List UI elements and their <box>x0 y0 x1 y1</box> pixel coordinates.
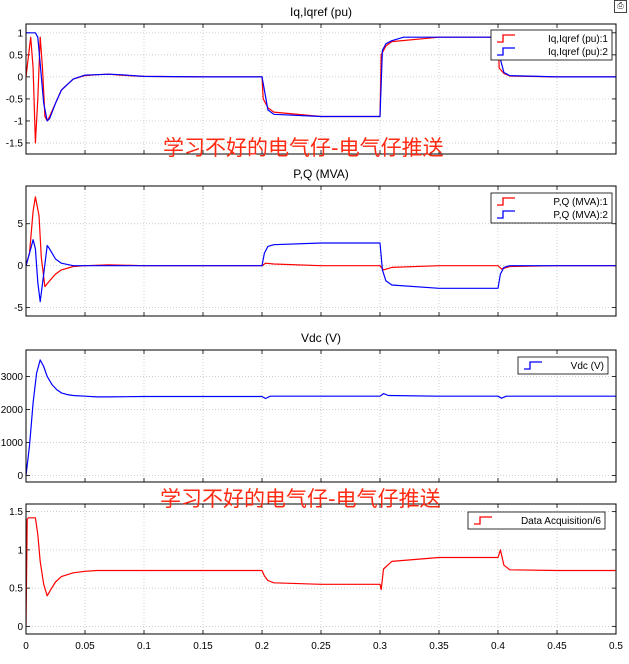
x-tick-label: 0.35 <box>429 641 449 652</box>
legend-box <box>517 356 609 375</box>
legend-swatch <box>524 361 542 370</box>
legend-label: P,Q (MVA):1 <box>553 197 608 208</box>
x-tick-label: 0.25 <box>311 641 331 652</box>
x-tick-label: 0.45 <box>547 641 567 652</box>
legend: P,Q (MVA):1 P,Q (MVA):2 <box>490 192 613 224</box>
legend: Data Acquisition/6 <box>467 511 606 530</box>
legend-box <box>467 511 606 530</box>
y-tick-label: 0 <box>17 261 23 272</box>
legend-label: Iq,Iqref (pu):2 <box>548 47 608 58</box>
y-tick-label: 1.5 <box>9 507 23 518</box>
x-tick-label: 0.4 <box>491 641 505 652</box>
y-tick-label: 2000 <box>1 405 24 416</box>
chart-panel-3: 0 1000 2000 3000 Vdc (V) Vdc (V) <box>1 331 617 483</box>
legend-swatch <box>497 47 515 56</box>
y-tick-label: 3000 <box>1 372 24 383</box>
y-tick-label: 0.5 <box>9 50 23 61</box>
y-tick-label: -1 <box>14 116 23 127</box>
axes-frame <box>25 349 617 483</box>
y-tick-label: 1 <box>17 28 23 39</box>
series-line-1 <box>26 359 616 476</box>
chart-panel-1: -1.5 -1 -0.5 0 0.5 1 Iq,Iqref (pu) Iq,Iqref (pu… <box>6 5 617 155</box>
legend-label: Vdc (V) <box>571 361 604 372</box>
chart-panel-4: 0 0.5 1 1.5 Data Acquisition/6 0 0.05 0.1 0.15 0.… <box>9 503 623 652</box>
legend-swatch <box>497 210 515 219</box>
x-tick-label: 0.15 <box>193 641 213 652</box>
legend-swatch <box>474 516 492 525</box>
axes-frame <box>25 23 617 155</box>
chart-title: Vdc (V) <box>301 331 341 345</box>
y-tick-label: 0 <box>17 622 23 633</box>
chart-title: P,Q (MVA) <box>293 167 349 181</box>
legend: Iq,Iqref (pu):1 Iq,Iqref (pu):2 <box>490 29 613 61</box>
legend-label: Iq,Iqref (pu):1 <box>548 34 608 45</box>
y-tick-label: 0.5 <box>9 584 23 595</box>
y-tick-label: 1 <box>17 545 23 556</box>
y-tick-label: 5 <box>17 219 23 230</box>
print-icon[interactable]: ⎙ <box>614 0 627 13</box>
legend-label: P,Q (MVA):2 <box>553 210 608 221</box>
legend-swatch <box>497 34 515 43</box>
x-tick-label: 0.05 <box>75 641 95 652</box>
series-line-1 <box>26 517 616 627</box>
watermark-text-1: 学习不好的电气仔-电气仔推送 <box>163 136 444 160</box>
x-tick-label: 0.1 <box>137 641 151 652</box>
legend: Vdc (V) <box>517 356 609 375</box>
x-tick-label: 0 <box>23 641 29 652</box>
axes-frame <box>25 185 617 317</box>
series-line-2 <box>26 32 616 122</box>
x-tick-label: 0.5 <box>609 641 623 652</box>
y-tick-label: 0 <box>17 72 23 83</box>
y-tick-label: -1.5 <box>6 138 24 149</box>
x-tick-label: 0.3 <box>373 641 387 652</box>
x-tick-label: 0.2 <box>255 641 269 652</box>
series-line-2 <box>26 239 616 303</box>
y-tick-label: 0 <box>17 471 23 482</box>
chart-panel-2: -5 0 5 P,Q (MVA) P,Q (MVA):1 P,Q (MVA):2 <box>14 167 617 317</box>
chart-title: Iq,Iqref (pu) <box>290 5 352 19</box>
y-tick-label: 1000 <box>1 438 24 449</box>
y-tick-label: -0.5 <box>6 94 24 105</box>
legend-label: Data Acquisition/6 <box>521 516 601 527</box>
legend-swatch <box>497 197 515 206</box>
watermark-text-2: 学习不好的电气仔-电气仔推送 <box>160 487 441 511</box>
axes-frame <box>25 503 617 635</box>
y-tick-label: -5 <box>14 303 23 314</box>
